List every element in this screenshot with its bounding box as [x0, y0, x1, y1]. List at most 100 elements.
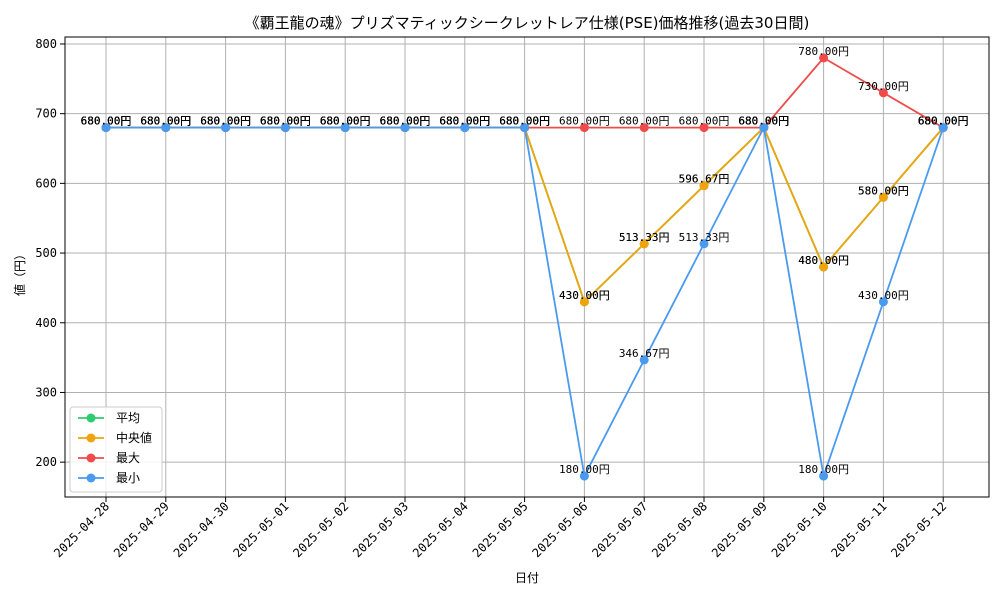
data-label: 596.67円 [679, 173, 730, 186]
data-label: 680.00円 [81, 115, 132, 128]
y-tick-label: 300 [35, 385, 57, 399]
legend-marker [86, 473, 96, 483]
x-tick-label: 2025-05-12 [888, 499, 949, 560]
data-point [699, 123, 709, 133]
plot-frame [64, 36, 990, 498]
data-label: 680.00円 [260, 115, 311, 128]
data-label: 680.00円 [81, 115, 132, 128]
data-label: 680.00円 [918, 115, 969, 128]
data-label: 680.00円 [200, 115, 251, 128]
data-label: 680.00円 [918, 115, 969, 128]
data-label: 513.33円 [619, 231, 670, 244]
legend-box [69, 406, 163, 493]
data-labels: 680.00円 680.00円 680.00円 680.00円 680.00円 680.0… [81, 45, 969, 476]
x-tick-label: 2025-05-08 [649, 499, 710, 560]
data-label: 680.00円 [439, 115, 490, 128]
data-point [520, 123, 530, 133]
data-label: 680.00円 [439, 115, 490, 128]
data-label: 680.00円 [738, 115, 789, 128]
data-label: 680.00円 [260, 115, 311, 128]
data-label: 480.00円 [798, 254, 849, 267]
series-lines [101, 53, 948, 481]
x-tick-label: 2025-05-04 [410, 499, 471, 560]
data-label: 680.00円 [439, 115, 490, 128]
x-tick-label: 2025-05-10 [769, 499, 830, 560]
data-label: 480.00円 [798, 254, 849, 267]
data-label: 680.00円 [320, 115, 371, 128]
data-label: 680.00円 [320, 115, 371, 128]
data-label: 680.00円 [499, 115, 550, 128]
grid [65, 37, 989, 497]
data-label: 680.00円 [260, 115, 311, 128]
data-point [938, 123, 948, 133]
data-label: 680.00円 [380, 115, 431, 128]
x-tick-label: 2025-05-07 [589, 499, 650, 560]
y-tick-label: 500 [35, 246, 57, 260]
data-label: 780.00円 [798, 45, 849, 58]
data-label: 680.00円 [559, 115, 610, 128]
data-label: 513.33円 [679, 231, 730, 244]
legend-marker [86, 433, 96, 443]
x-tick-label: 2025-04-30 [171, 499, 232, 560]
data-point [878, 192, 888, 202]
x-tick-label: 2025-05-05 [470, 499, 531, 560]
data-point [819, 471, 829, 481]
y-tick-label: 700 [35, 107, 57, 121]
data-label: 680.00円 [140, 115, 191, 128]
data-point [579, 297, 589, 307]
data-label: 346.67円 [619, 347, 670, 360]
x-axis-ticks: 2025-04-282025-04-292025-04-302025-05-01… [51, 497, 949, 560]
data-label: 580.00円 [858, 184, 909, 197]
data-label: 430.00円 [559, 289, 610, 302]
data-label: 680.00円 [619, 115, 670, 128]
data-label: 680.00円 [320, 115, 371, 128]
data-label: 680.00円 [679, 115, 730, 128]
x-tick-label: 2025-04-28 [51, 499, 112, 560]
data-label: 430.00円 [559, 289, 610, 302]
legend-marker [86, 453, 96, 463]
data-label: 680.00円 [200, 115, 251, 128]
x-tick-label: 2025-04-29 [111, 499, 172, 560]
data-label: 730.00円 [858, 80, 909, 93]
y-tick-label: 800 [35, 37, 57, 51]
data-label: 680.00円 [200, 115, 251, 128]
data-label: 680.00円 [499, 115, 550, 128]
data-point [639, 355, 649, 365]
data-label: 680.00円 [81, 115, 132, 128]
chart-title: 《覇王龍の魂》プリズマティックシークレットレア仕様(PSE)価格推移(過去30日… [245, 14, 810, 32]
data-label: 680.00円 [918, 115, 969, 128]
legend-label: 平均 [116, 411, 140, 425]
y-tick-label: 400 [35, 316, 57, 330]
x-tick-label: 2025-05-03 [350, 499, 411, 560]
legend-marker [86, 413, 96, 423]
data-point [819, 53, 829, 63]
data-label: 596.67円 [679, 173, 730, 186]
y-tick-label: 200 [35, 455, 57, 469]
x-tick-label: 2025-05-09 [709, 499, 770, 560]
data-point [579, 123, 589, 133]
data-label: 680.00円 [140, 115, 191, 128]
data-point [460, 123, 470, 133]
y-tick-label: 600 [35, 176, 57, 190]
data-label: 180.00円 [798, 463, 849, 476]
data-label: 680.00円 [380, 115, 431, 128]
data-point [878, 88, 888, 98]
data-point [639, 123, 649, 133]
legend-label: 最大 [116, 451, 140, 465]
data-point [280, 123, 290, 133]
data-point [759, 123, 769, 133]
data-label: 680.00円 [738, 115, 789, 128]
data-point [101, 123, 111, 133]
x-axis-label: 日付 [515, 571, 539, 585]
y-axis-label: 値（円） [12, 248, 27, 296]
data-label: 680.00円 [81, 115, 132, 128]
data-label: 680.00円 [499, 115, 550, 128]
data-label: 680.00円 [738, 115, 789, 128]
data-point [819, 262, 829, 272]
data-label: 680.00円 [200, 115, 251, 128]
x-tick-label: 2025-05-02 [290, 499, 351, 560]
data-label: 680.00円 [260, 115, 311, 128]
x-tick-label: 2025-05-01 [231, 499, 292, 560]
